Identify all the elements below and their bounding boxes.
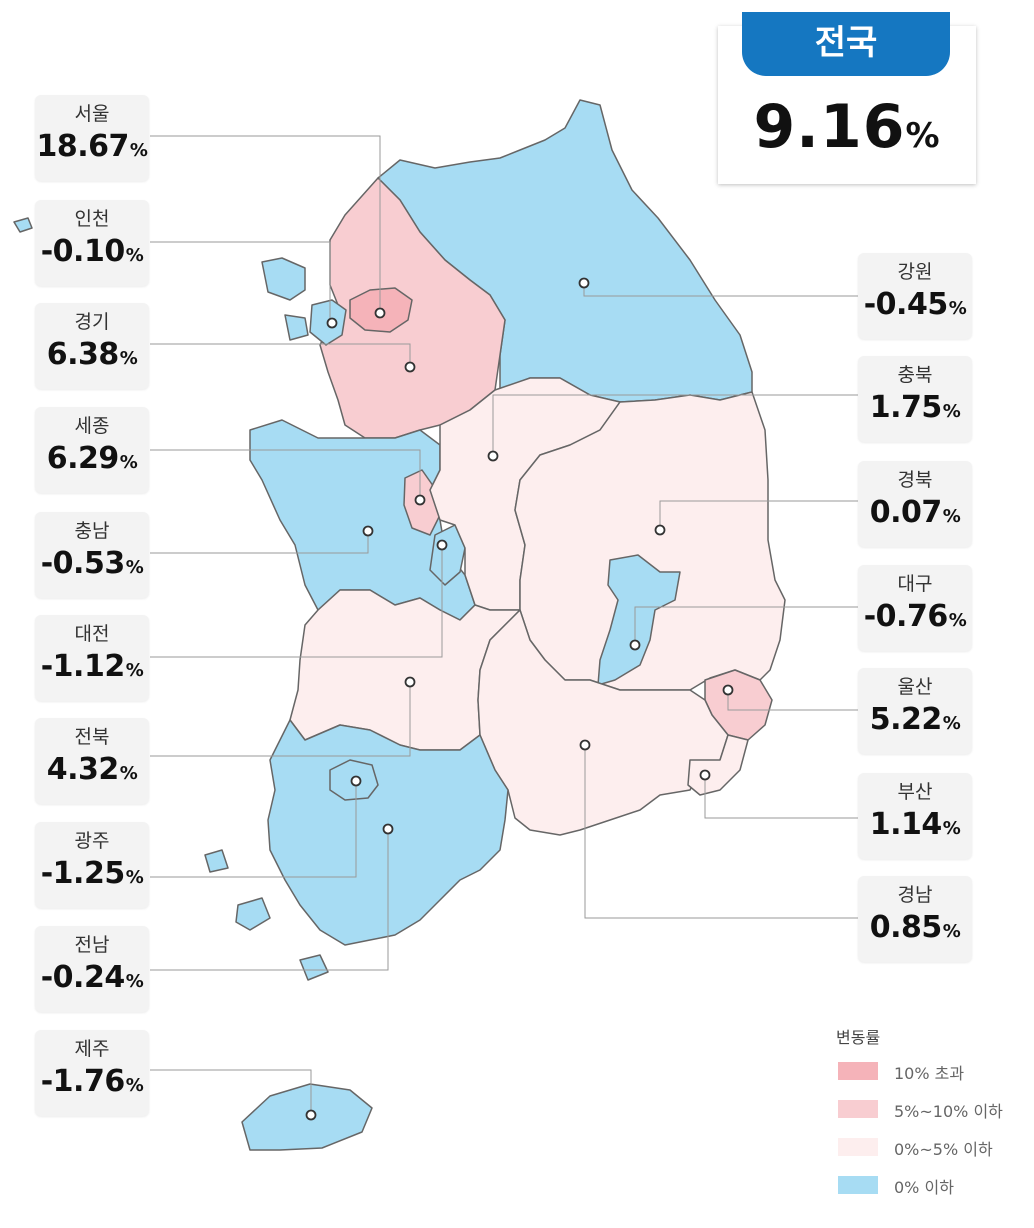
card-sejong: 세종 6.29% [35,407,149,493]
region-value: 1.14% [869,807,961,842]
region-value: 18.67% [36,129,148,164]
region-name: 경북 [897,469,933,491]
legend-title: 변동률 [836,1028,881,1047]
region-value: -1.76% [40,1064,144,1099]
region-name: 경기 [74,311,110,333]
region-name: 대전 [74,623,110,645]
region-incheon-islands [13,217,309,341]
card-jeonbuk: 전북 4.32% [35,718,149,804]
card-incheon: 인천 -0.10% [35,200,149,286]
region-value: -0.76% [863,599,967,634]
card-ulsan: 울산 5.22% [858,668,972,754]
card-seoul: 서울 18.67% [35,95,149,181]
region-value: 1.75% [869,390,961,425]
region-name: 서울 [74,103,110,125]
legend-item: 5%~10% 이하 [836,1098,1026,1136]
region-name: 경남 [897,884,933,906]
card-gwangju: 광주 -1.25% [35,822,149,908]
national-unit: % [905,116,941,156]
region-value: -1.12% [40,649,144,684]
legend-item: 0%~5% 이하 [836,1136,1026,1174]
card-gyeongnam: 경남 0.85% [858,876,972,962]
region-name: 충남 [74,520,110,542]
card-gyeongbuk: 경북 0.07% [858,461,972,547]
card-gangwon: 강원 -0.45% [858,253,972,339]
region-name: 전남 [74,934,110,956]
national-label: 전국 [742,12,950,76]
region-daegu [597,554,681,686]
region-jeonnam-islands [204,849,329,981]
card-chungbuk: 충북 1.75% [858,356,972,442]
region-value: -0.53% [40,546,144,581]
region-value: -0.24% [40,960,144,995]
region-value: -1.25% [40,856,144,891]
card-busan: 부산 1.14% [858,773,972,859]
region-value: 5.22% [869,702,961,737]
card-gyeonggi: 경기 6.38% [35,303,149,389]
card-daegu: 대구 -0.76% [858,565,972,651]
region-value: 4.32% [46,752,138,787]
region-name: 대구 [897,573,933,595]
region-value: -0.10% [40,234,144,269]
region-name: 세종 [74,415,110,437]
legend-item: 0% 이하 [836,1174,1026,1212]
card-jeju: 제주 -1.76% [35,1030,149,1116]
region-name: 강원 [897,261,933,283]
legend: 변동률 10% 초과 5%~10% 이하 0%~5% 이하 0% 이하 [836,1024,1026,1212]
region-name: 전북 [74,726,110,748]
region-value: -0.45% [863,287,967,322]
region-name: 부산 [897,781,933,803]
national-value-box: 9.16% [718,92,976,162]
region-name: 제주 [74,1038,110,1060]
card-jeonnam: 전남 -0.24% [35,926,149,1012]
region-name: 인천 [74,208,110,230]
national-value: 9.16 [753,92,906,162]
region-value: 0.07% [869,495,961,530]
card-daejeon: 대전 -1.12% [35,615,149,701]
legend-item: 10% 초과 [836,1060,1026,1098]
region-name: 충북 [897,364,933,386]
card-chungnam: 충남 -0.53% [35,512,149,598]
region-value: 0.85% [869,910,961,945]
region-name: 울산 [897,676,933,698]
region-value: 6.38% [46,337,138,372]
region-name: 광주 [74,830,110,852]
region-value: 6.29% [46,441,138,476]
